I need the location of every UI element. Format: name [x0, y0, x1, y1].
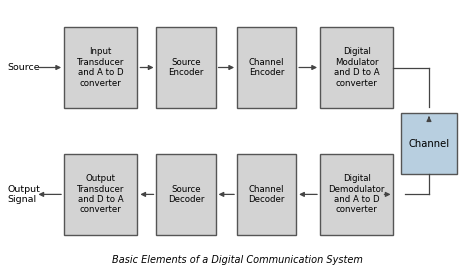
Bar	[156, 27, 216, 108]
Text: Channel
Decoder: Channel Decoder	[248, 185, 285, 204]
Bar	[320, 27, 393, 108]
Text: Channel: Channel	[409, 139, 449, 149]
Text: Source
Encoder: Source Encoder	[168, 58, 204, 77]
Bar	[320, 154, 393, 235]
Text: Channel
Encoder: Channel Encoder	[249, 58, 284, 77]
Bar	[64, 27, 137, 108]
Text: Digital
Modulator
and D to A
converter: Digital Modulator and D to A converter	[334, 48, 380, 87]
Text: Basic Elements of a Digital Communication System: Basic Elements of a Digital Communicatio…	[111, 255, 363, 265]
Bar	[237, 27, 296, 108]
Text: Source
Decoder: Source Decoder	[168, 185, 204, 204]
Text: Digital
Demodulator
and A to D
converter: Digital Demodulator and A to D converter	[328, 174, 385, 214]
Text: Input
Transducer
and A to D
converter: Input Transducer and A to D converter	[77, 48, 124, 87]
Text: Source: Source	[7, 63, 40, 72]
Text: Output
Signal: Output Signal	[7, 185, 40, 204]
Bar	[237, 154, 296, 235]
Text: Output
Transducer
and D to A
converter: Output Transducer and D to A converter	[77, 174, 124, 214]
Bar	[64, 154, 137, 235]
Bar	[401, 113, 457, 174]
Bar	[156, 154, 216, 235]
